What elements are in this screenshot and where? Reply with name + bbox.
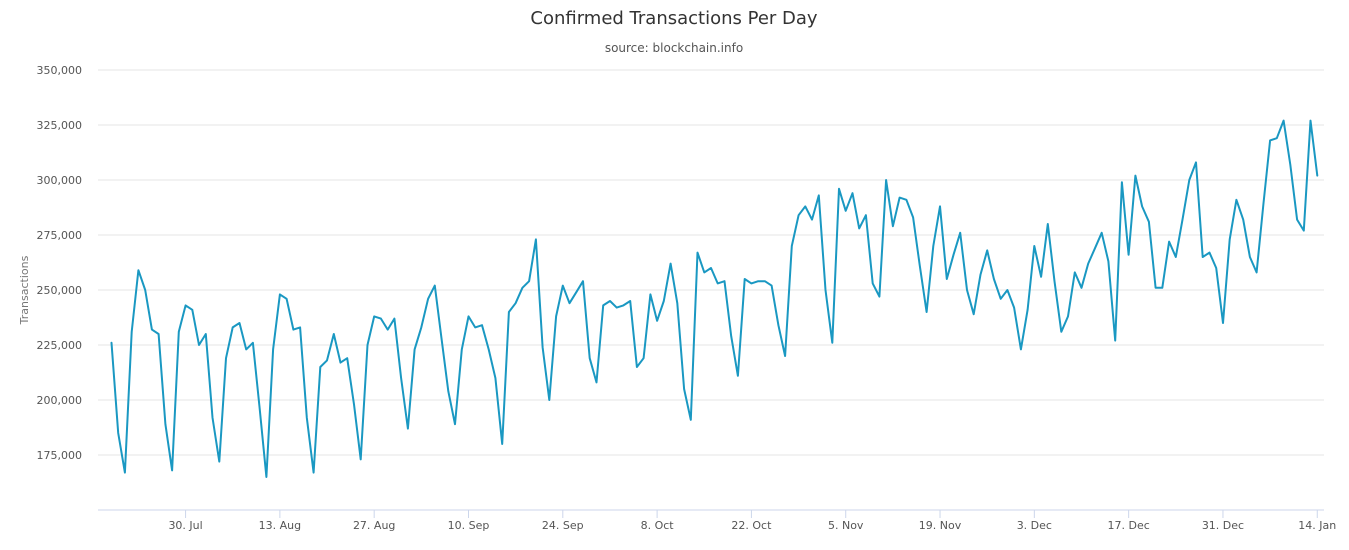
- y-tick-label: 200,000: [37, 394, 83, 407]
- y-tick-label: 350,000: [37, 64, 83, 77]
- x-tick-label: 5. Nov: [828, 519, 864, 532]
- y-axis-ticks: 175,000 200,000 225,000 250,000 275,000 300,0…: [37, 64, 83, 462]
- y-tick-label: 225,000: [37, 339, 83, 352]
- x-tick-label: 27. Aug: [353, 519, 395, 532]
- chart-subtitle: source: blockchain.info: [605, 41, 743, 55]
- x-tick-label: 22. Oct: [731, 519, 772, 532]
- x-axis-ticks: 30. Jul 13. Aug 27. Aug 10. Sep 24. Sep 8. Oc…: [168, 510, 1336, 532]
- x-tick-label: 30. Jul: [168, 519, 202, 532]
- y-tick-label: 275,000: [37, 229, 83, 242]
- x-tick-label: 8. Oct: [641, 519, 675, 532]
- y-tick-label: 175,000: [37, 449, 83, 462]
- x-tick-label: 24. Sep: [542, 519, 584, 532]
- x-tick-label: 13. Aug: [259, 519, 301, 532]
- series-line: [110, 119, 1319, 478]
- grid-lines: [98, 69, 1324, 456]
- y-tick-label: 325,000: [37, 119, 83, 132]
- y-tick-label: 250,000: [37, 284, 83, 297]
- x-tick-label: 31. Dec: [1202, 519, 1244, 532]
- x-tick-label: 14. Jan: [1298, 519, 1336, 532]
- x-tick-label: 10. Sep: [448, 519, 490, 532]
- chart-title: Confirmed Transactions Per Day: [530, 8, 818, 29]
- y-tick-label: 300,000: [37, 174, 83, 187]
- x-tick-label: 19. Nov: [919, 519, 962, 532]
- series-layer: [110, 119, 1319, 478]
- x-tick-label: 3. Dec: [1017, 519, 1052, 532]
- y-axis-title: Transactions: [18, 255, 31, 325]
- x-tick-label: 17. Dec: [1108, 519, 1150, 532]
